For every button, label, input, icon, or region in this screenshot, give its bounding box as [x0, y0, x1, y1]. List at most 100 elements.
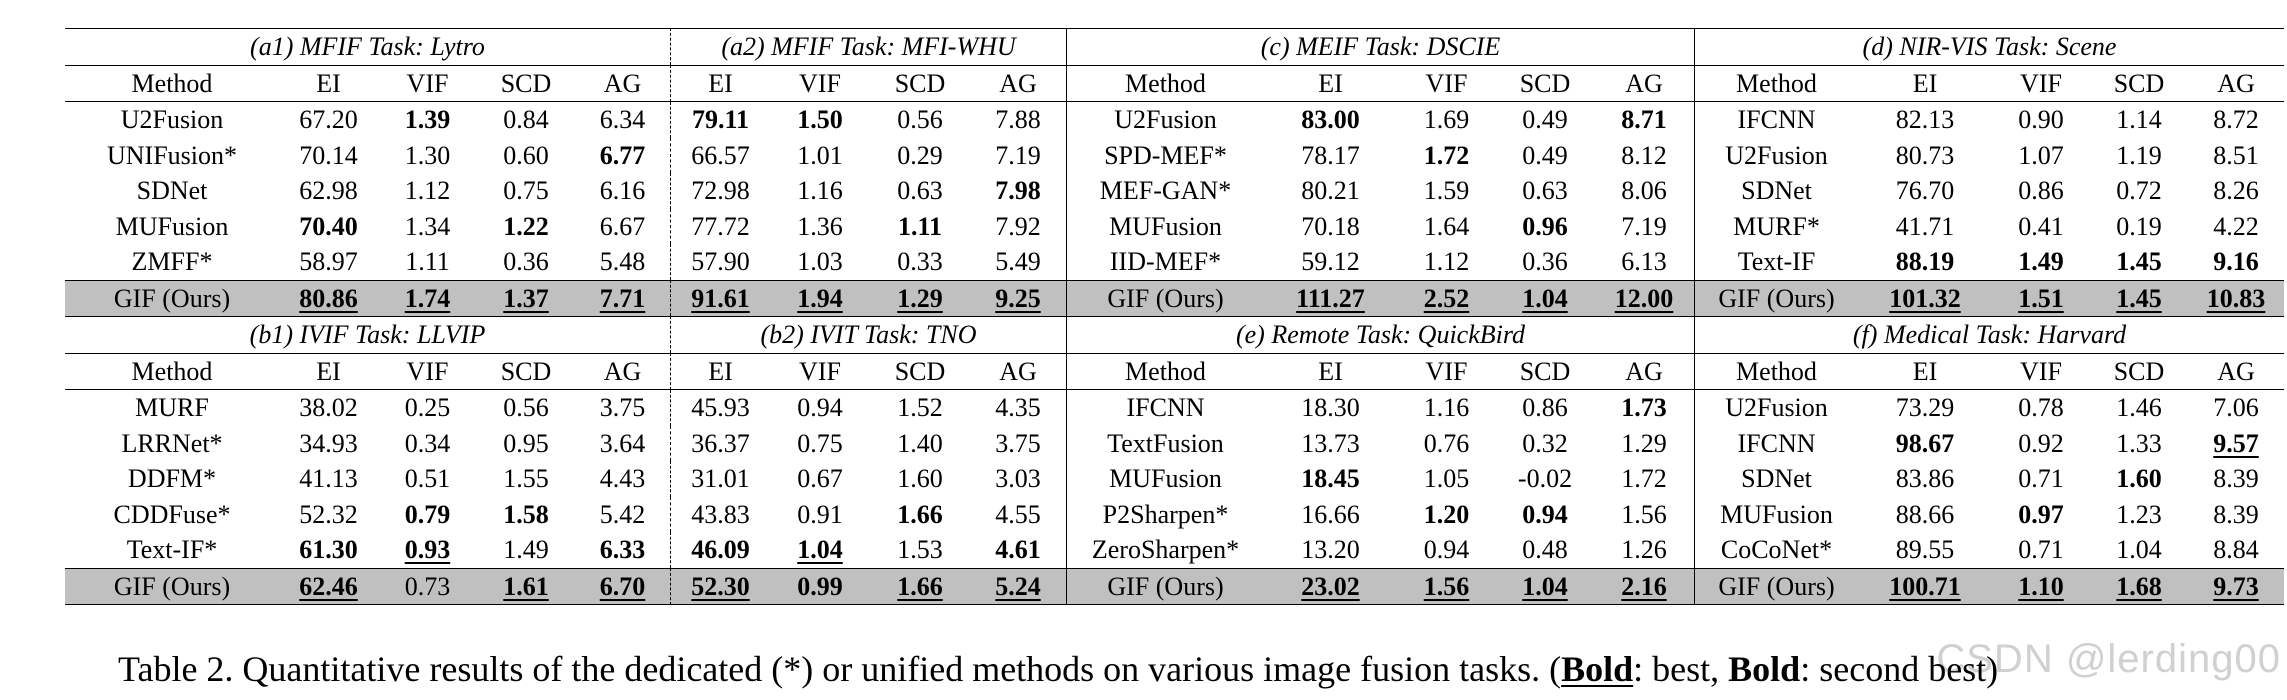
table-cell: 6.16: [599, 176, 646, 205]
subtable-title: (a1) MFIF Task: Lytro: [65, 28, 670, 65]
table-cell: 0.32: [1522, 428, 1568, 458]
table-cell: SPD-MEF*: [1066, 137, 1264, 173]
table-cell: 7.92: [995, 211, 1041, 241]
table-cell: 0.56: [897, 105, 943, 134]
table-cell: 0.34: [404, 428, 451, 458]
table-cell: 0.95: [503, 428, 549, 458]
column-header: Method: [65, 64, 279, 102]
column-header: VIF: [378, 352, 477, 390]
table-cell: 83.86: [1895, 464, 1955, 493]
table-cell: ZMFF*: [131, 247, 213, 276]
table-cell: 1.10: [1992, 567, 2090, 605]
table-cell: 1.50: [797, 105, 843, 134]
table-cell: CoCoNet*: [1694, 532, 1858, 568]
table-cell: 1.23: [2116, 499, 2162, 529]
table-cell: 1.52: [897, 393, 943, 422]
table-cell: 1.40: [897, 428, 943, 458]
column-header: EI: [279, 64, 378, 102]
table-cell: Text-IF*: [126, 535, 218, 564]
table-cell: 3.75: [995, 428, 1041, 458]
table-cell: 1.04: [797, 535, 843, 564]
table-cell: 8.26: [2213, 176, 2259, 205]
column-header: AG: [575, 352, 670, 390]
column-header: Method: [65, 352, 279, 390]
table-cell: 0.90: [2018, 105, 2064, 134]
column-header: EI: [670, 64, 770, 102]
table-cell: 8.06: [1621, 176, 1667, 205]
table-cell: 1.30: [404, 140, 451, 170]
table-cell: GIF (Ours): [1066, 279, 1264, 316]
table-cell: 0.72: [2116, 176, 2162, 205]
column-header: AG: [970, 352, 1066, 390]
table-cell: 18.30: [1301, 393, 1360, 422]
table-cell: 46.09: [670, 532, 770, 568]
table-cell: 0.56: [503, 393, 549, 422]
table-cell: MURF: [135, 393, 209, 422]
subtable-title: (a2) MFIF Task: MFI-WHU: [670, 28, 1066, 65]
table-cell: 111.27: [1264, 279, 1397, 316]
table-cell: 18.45: [1301, 464, 1360, 493]
table-cell: 0.49: [1522, 140, 1568, 170]
watermark: CSDN @lerding00: [1936, 637, 2281, 681]
table-cell: 61.30: [299, 535, 358, 564]
column-header: SCD: [2090, 352, 2188, 390]
table-cell: 43.83: [670, 496, 770, 532]
table-block-1: (a1) MFIF Task: Lytro (a2) MFIF Task: MFI…: [65, 28, 2284, 316]
table-cell: 1.49: [503, 535, 549, 564]
table-cell: 0.63: [897, 176, 943, 205]
table-cell: 0.41: [2018, 211, 2064, 241]
table-cell: 0.97: [2018, 499, 2064, 529]
table-cell: 41.71: [1895, 211, 1955, 241]
column-header: AG: [2188, 352, 2284, 390]
table-block-2: (b1) IVIF Task: LLVIP (b2) IVIT Task: TNO…: [65, 316, 2284, 605]
table-cell: 0.33: [897, 247, 943, 276]
table-cell: 7.88: [995, 105, 1041, 134]
results-table: (a1) MFIF Task: Lytro (a2) MFIF Task: MFI…: [65, 28, 2284, 605]
table-cell: 0.29: [897, 140, 943, 170]
caption-second-suffix: : second best): [1800, 649, 1999, 689]
table-cell: 1.66: [870, 567, 970, 605]
table-cell: 1.04: [2116, 535, 2162, 564]
table-cell: 83.00: [1301, 105, 1360, 134]
table-cell: 89.55: [1895, 535, 1955, 564]
table-cell: 0.92: [2018, 428, 2064, 458]
table-cell: 1.45: [2090, 279, 2188, 316]
table-cell: 0.71: [2018, 464, 2064, 493]
column-header: EI: [1858, 64, 1992, 102]
table-cell: 8.84: [2213, 535, 2259, 564]
column-header: EI: [1858, 352, 1992, 390]
table-cell: 8.51: [2213, 140, 2259, 170]
table-cell: 0.19: [2116, 211, 2162, 241]
table-cell: 31.01: [670, 461, 770, 497]
table-cell: 1.74: [378, 279, 477, 316]
table-cell: 100.71: [1858, 567, 1992, 605]
caption-best-word: Bold: [1561, 649, 1634, 689]
table-cell: 0.79: [404, 499, 451, 529]
column-header: VIF: [1992, 352, 2090, 390]
table-cell: 6.67: [599, 211, 646, 241]
table-cell: 5.49: [995, 247, 1041, 276]
table-cell: 1.60: [2116, 464, 2162, 493]
table-cell: MUFusion: [1066, 208, 1264, 244]
table-cell: 36.37: [670, 425, 770, 461]
table-cell: 70.40: [299, 211, 358, 241]
table-cell: 8.71: [1621, 105, 1667, 134]
table-cell: 1.94: [770, 279, 870, 316]
table-cell: 1.37: [477, 279, 575, 316]
table-cell: 1.45: [2116, 247, 2162, 276]
table-cell: 1.01: [797, 140, 843, 170]
table-cell: 0.99: [770, 567, 870, 605]
column-header: Method: [1694, 64, 1858, 102]
column-header: VIF: [770, 64, 870, 102]
table-cell: DDFM*: [127, 464, 217, 493]
subtable-title: (f) Medical Task: Harvard: [1694, 316, 2284, 353]
table-cell: UNIFusion*: [106, 140, 237, 170]
table-cell: 73.29: [1895, 393, 1955, 422]
table-cell: 0.25: [404, 393, 451, 422]
table-cell: 1.22: [503, 211, 549, 241]
table-cell: 12.00: [1594, 279, 1694, 316]
table-cell: 13.73: [1301, 428, 1360, 458]
table-cell: GIF (Ours): [65, 279, 279, 316]
column-header: SCD: [1496, 64, 1594, 102]
table-cell: 1.60: [897, 464, 943, 493]
